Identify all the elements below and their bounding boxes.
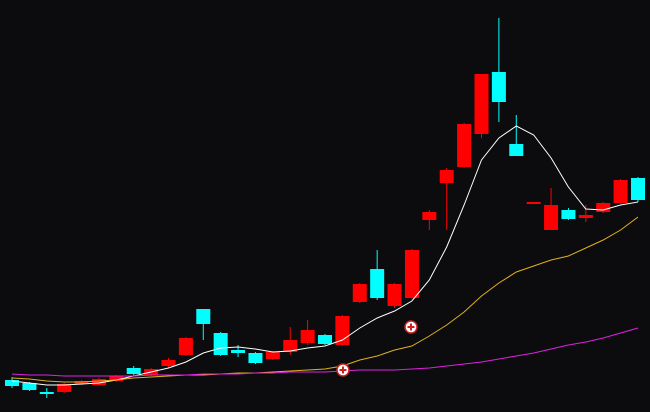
candle-body [370, 269, 385, 298]
candle-body [474, 74, 489, 134]
candle-body [596, 203, 611, 212]
candle-body [509, 144, 524, 156]
candle-body [544, 205, 559, 230]
candle-body [526, 202, 541, 204]
candle-body [126, 368, 141, 374]
marks [5, 18, 645, 398]
candle-body [631, 178, 645, 200]
candle-body [439, 170, 454, 183]
marker-plus [339, 366, 347, 374]
candle-body [613, 180, 628, 203]
candle-body [161, 360, 176, 366]
candle-body [265, 352, 280, 359]
candle-body [300, 330, 315, 343]
candle-body [248, 353, 263, 363]
ma-line [11, 216, 639, 383]
candle-body [457, 124, 472, 167]
candle-body [5, 380, 19, 386]
marker-plus [407, 323, 415, 331]
marker-icon [404, 320, 418, 334]
ma-line [11, 327, 639, 377]
candle-body [39, 392, 54, 394]
candle-body [91, 379, 106, 385]
candle-body [283, 340, 298, 352]
candle-body [22, 383, 37, 390]
candle-body [57, 384, 72, 392]
candle-body [561, 210, 576, 219]
candle-body [196, 309, 211, 324]
candle-body [335, 316, 350, 345]
candle-body [231, 350, 246, 353]
candle-body [109, 376, 124, 381]
candle-body [178, 338, 193, 355]
marker-icon [336, 363, 350, 377]
candle-body [318, 335, 332, 344]
candle-body [213, 333, 228, 355]
candle-body [578, 215, 593, 218]
candle-body [404, 250, 419, 298]
candle-body [491, 72, 506, 102]
candle-body [387, 284, 402, 306]
candle-body [422, 212, 437, 220]
candle-body [352, 284, 367, 302]
